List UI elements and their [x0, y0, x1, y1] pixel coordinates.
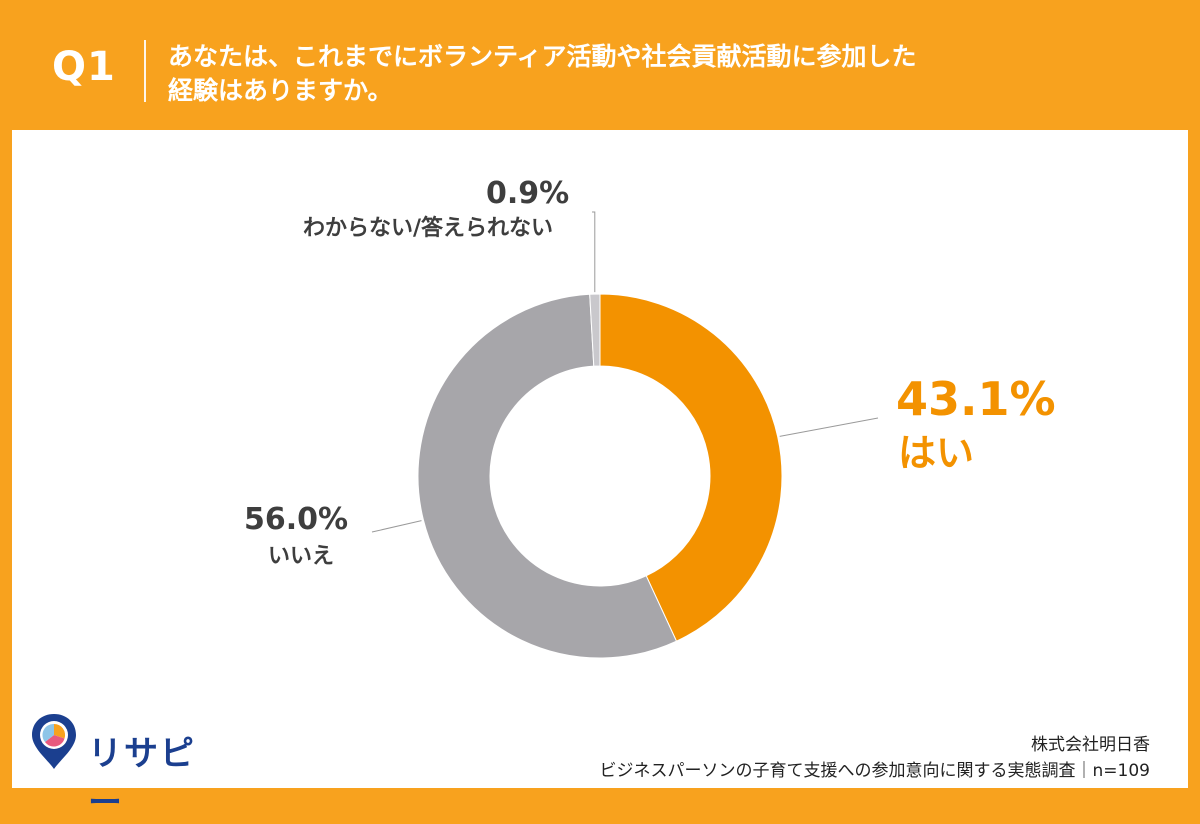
question-line-2: 経験はありますか。 [168, 76, 393, 105]
category-label-no: いいえ [268, 544, 335, 569]
question-text: あなたは、これまでにボランティア活動や社会貢献活動に参加した 経験はありますか。 [168, 40, 1168, 108]
leader-line-no [371, 520, 422, 533]
logo-wordmark: リサピー [88, 734, 196, 823]
logo-pin-icon [32, 714, 76, 769]
donut-chart [371, 211, 879, 659]
value-label-dontknow: 0.9% [486, 176, 570, 211]
question-line-1: あなたは、これまでにボランティア活動や社会貢献活動に参加した [168, 42, 917, 71]
category-label-dontknow: わからない/答えられない [303, 216, 554, 241]
source-company: 株式会社明日香 [1031, 735, 1150, 755]
question-number: Q1 [52, 44, 116, 90]
value-label-yes: 43.1% [896, 372, 1056, 426]
header-divider [144, 40, 146, 102]
source-note: 株式会社明日香 ビジネスパーソンの子育て支援への参加意向に関する実態調査｜n=1… [600, 732, 1150, 784]
question-header: Q1 あなたは、これまでにボランティア活動や社会貢献活動に参加した 経験はありま… [0, 0, 1200, 130]
leader-line-yes [779, 417, 879, 437]
slice-yes [599, 293, 783, 642]
slice-dontknow [589, 293, 601, 367]
chart-panel [12, 130, 1188, 788]
leader-line-dontknow [592, 211, 596, 293]
slice-no [417, 293, 678, 659]
value-label-no: 56.0% [244, 502, 349, 537]
source-survey: ビジネスパーソンの子育て支援への参加意向に関する実態調査｜n=109 [599, 761, 1150, 781]
category-label-yes: はい [898, 431, 975, 475]
risapy-logo: リサピー [28, 712, 228, 823]
